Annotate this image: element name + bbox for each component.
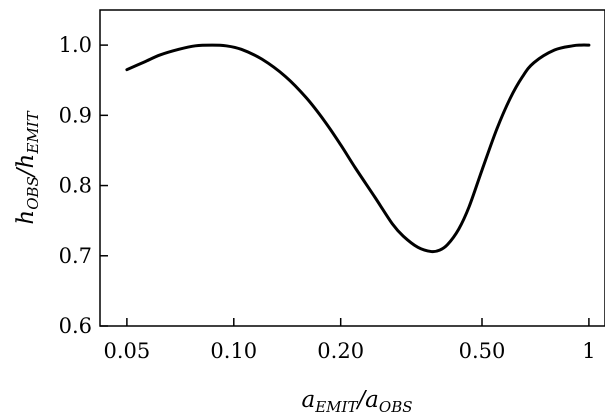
plot-frame — [99, 9, 605, 327]
y-tick-label: 1.0 — [59, 33, 92, 57]
y-tick-label: 0.6 — [59, 314, 92, 338]
x-tick-label: 0.10 — [210, 339, 257, 363]
y-axis-title: hOBS/hEMIT — [13, 110, 42, 224]
y-tick-label: 0.9 — [59, 103, 92, 127]
series-line — [125, 43, 591, 254]
x-tick-label: 0.05 — [104, 339, 151, 363]
y-axis-ticks: 0.6 0.7 0.8 0.9 1.0 — [59, 33, 108, 338]
y-tick-label: 0.8 — [59, 174, 92, 198]
x-tick-label: 0.50 — [459, 339, 506, 363]
y-tick-label: 0.7 — [59, 244, 92, 268]
x-axis-ticks: 0.05 0.10 0.20 0.50 1 — [104, 318, 596, 363]
x-tick-label: 1 — [582, 339, 595, 363]
x-tick-label: 0.20 — [317, 339, 364, 363]
x-axis-title: aEMIT/aOBS — [301, 387, 412, 415]
